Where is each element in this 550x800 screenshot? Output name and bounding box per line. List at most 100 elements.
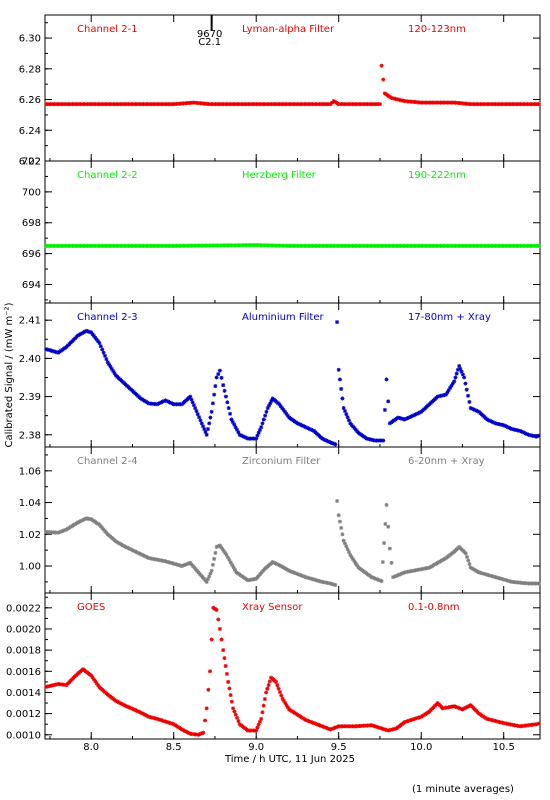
data-point xyxy=(522,430,527,435)
data-point xyxy=(505,425,510,430)
data-point xyxy=(191,403,196,408)
data-point xyxy=(182,728,187,733)
data-point xyxy=(453,375,458,380)
data-point xyxy=(309,720,314,725)
data-point xyxy=(268,401,273,406)
panel-4: 1.00 1.02 1.04 1.06 Channel 2-4 Zirconium Fil… xyxy=(19,446,541,594)
data-point xyxy=(463,551,468,556)
y-tick-label: 1.02 xyxy=(19,530,41,541)
data-point xyxy=(349,555,354,560)
data-point xyxy=(346,418,351,423)
data-point xyxy=(159,400,164,405)
data-point xyxy=(216,544,221,549)
data-point xyxy=(57,530,62,535)
panel-filter-label: Zirconium Filter xyxy=(242,456,321,467)
panel-channel-label: GOES xyxy=(77,602,105,613)
data-point xyxy=(355,563,360,568)
data-point xyxy=(164,399,169,404)
data-point xyxy=(406,415,411,420)
y-tick-label: 700 xyxy=(22,187,41,198)
data-point xyxy=(142,712,147,717)
data-point xyxy=(452,379,457,384)
data-point xyxy=(344,544,349,549)
data-point xyxy=(274,562,279,567)
data-point xyxy=(456,705,461,710)
data-point xyxy=(131,548,136,553)
data-point xyxy=(302,424,307,429)
y-tick-label: 1.00 xyxy=(19,562,41,573)
data-point xyxy=(168,400,173,405)
data-point xyxy=(228,560,233,565)
data-point xyxy=(182,562,187,567)
data-point xyxy=(296,421,301,426)
data-point xyxy=(264,690,269,695)
data-point xyxy=(255,725,260,730)
data-point xyxy=(189,397,194,402)
data-point xyxy=(198,731,203,736)
data-point xyxy=(536,243,541,248)
data-point xyxy=(333,583,338,588)
data-point xyxy=(348,552,353,557)
flare-class-label: C2.1 xyxy=(198,37,221,48)
y-tick-label: 0.0014 xyxy=(6,688,41,699)
data-point xyxy=(295,571,300,576)
data-point xyxy=(519,429,524,434)
data-point xyxy=(145,714,150,719)
data-point xyxy=(96,339,101,344)
data-point xyxy=(504,424,509,429)
data-point xyxy=(325,726,330,731)
y-tick-label: 2.41 xyxy=(19,316,41,327)
data-point xyxy=(335,320,340,325)
y-tick-label: 2.38 xyxy=(19,430,41,441)
data-point xyxy=(383,521,388,526)
data-point xyxy=(317,723,322,728)
data-point xyxy=(188,394,193,399)
data-point xyxy=(280,696,285,701)
data-point xyxy=(142,554,147,559)
data-point xyxy=(204,579,209,584)
data-point xyxy=(221,648,226,653)
data-point xyxy=(467,703,472,708)
data-point xyxy=(133,549,138,554)
data-point xyxy=(179,727,184,732)
data-point xyxy=(380,560,385,565)
data-point xyxy=(58,529,63,534)
data-point xyxy=(536,721,541,726)
data-point xyxy=(307,427,312,432)
data-point xyxy=(416,411,421,416)
data-point xyxy=(205,577,210,582)
data-point xyxy=(144,713,149,718)
data-point xyxy=(201,730,206,735)
data-point xyxy=(291,570,296,575)
panel-series xyxy=(44,63,541,107)
data-point xyxy=(133,708,138,713)
data-point xyxy=(454,371,459,376)
y-tick-label: 6.30 xyxy=(19,34,41,45)
data-point xyxy=(210,562,215,567)
data-point xyxy=(345,415,350,420)
data-point xyxy=(213,550,218,555)
data-point xyxy=(208,571,213,576)
data-point xyxy=(378,578,383,583)
data-point xyxy=(335,724,340,729)
data-point xyxy=(226,406,231,411)
data-point xyxy=(313,721,318,726)
data-point xyxy=(332,441,337,446)
data-point xyxy=(122,703,127,708)
data-point xyxy=(536,102,541,107)
data-point xyxy=(276,686,281,691)
data-point xyxy=(239,433,244,438)
data-point xyxy=(264,409,269,414)
data-point xyxy=(77,519,82,524)
data-point xyxy=(328,727,333,732)
data-point xyxy=(474,408,479,413)
data-point xyxy=(342,409,347,414)
data-point xyxy=(277,402,282,407)
data-point xyxy=(254,728,259,733)
data-point xyxy=(200,731,205,736)
panel-channel-label: Channel 2-1 xyxy=(77,24,138,35)
x-tick-label: 9.5 xyxy=(331,742,347,753)
data-point xyxy=(457,364,462,369)
data-point xyxy=(204,432,209,437)
data-point xyxy=(160,399,165,404)
